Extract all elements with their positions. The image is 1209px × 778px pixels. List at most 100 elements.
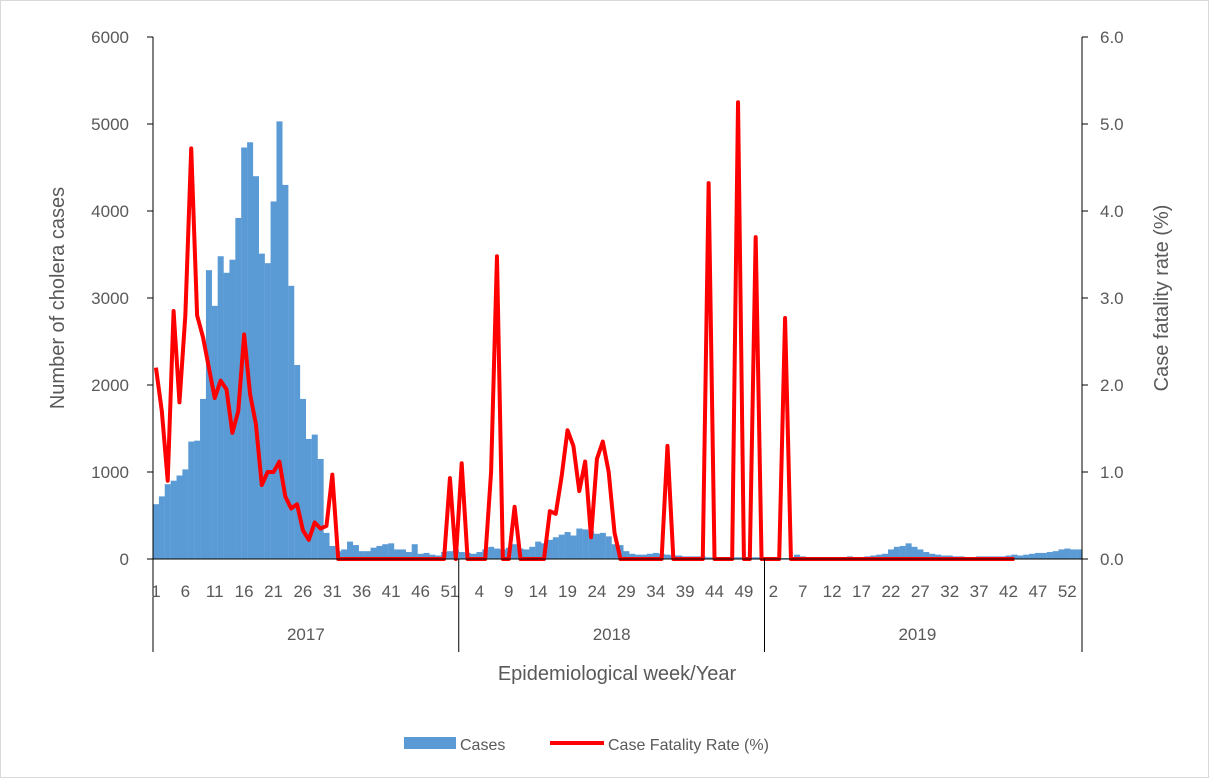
cases-bar (217, 256, 224, 559)
cases-bar (1070, 549, 1077, 559)
y-right-tick-label: 1.0 (1100, 463, 1124, 482)
x-tick-label: 1 (151, 582, 160, 601)
x-tick-label: 19 (558, 582, 577, 601)
x-tick-label: 37 (970, 582, 989, 601)
cases-bar (1017, 555, 1024, 559)
cases-bar (323, 532, 330, 559)
cases-bar (341, 549, 348, 559)
cases-bar (276, 121, 283, 559)
cases-bar (394, 549, 401, 559)
y-right-tick-label: 0.0 (1100, 550, 1124, 569)
cases-bar (876, 554, 883, 559)
cases-bar (899, 545, 906, 559)
x-tick-labels: 1 6 11 16 21 26 31 36 41 46 51 4 9 14 19 24 29 34 39 44 49 2 7… (151, 582, 1077, 601)
cases-bar (793, 554, 800, 559)
cases-bar (358, 551, 365, 559)
cases-bar (582, 529, 589, 559)
cases-bar (1011, 554, 1018, 559)
x-tick-label: 16 (235, 582, 254, 601)
cases-bar (405, 552, 412, 559)
cases-bar (247, 142, 254, 559)
cases-bar (399, 549, 406, 559)
y-left-tick-label: 0 (120, 550, 129, 569)
y-right-tick-label: 5.0 (1100, 115, 1124, 134)
cases-bar (388, 543, 395, 559)
cases-bar (158, 496, 165, 559)
x-tick-label: 42 (999, 582, 1018, 601)
cases-bar (446, 551, 454, 559)
x-tick-label: 9 (504, 582, 513, 601)
cases-bar (370, 547, 377, 559)
cases-bar (200, 398, 207, 559)
axes (152, 37, 1083, 652)
cases-bar (205, 270, 212, 559)
cases-bar (194, 440, 201, 559)
x-tick-label: 12 (823, 582, 842, 601)
cases-bar (1046, 552, 1053, 559)
cases-bar (288, 285, 295, 559)
cases-bar (282, 184, 289, 559)
cases-bar (911, 546, 918, 559)
year-label: 2017 (287, 625, 325, 644)
y-right-tick-label: 2.0 (1100, 376, 1124, 395)
y-right-ticks: 0.0 1.0 2.0 3.0 4.0 5.0 6.0 (1082, 28, 1124, 569)
y-left-tick-label: 3000 (91, 289, 129, 308)
cases-bar (1058, 549, 1065, 559)
cases-bar (558, 534, 565, 559)
cases-bar (294, 364, 301, 559)
cases-bar (652, 552, 659, 559)
y-left-tick-label: 1000 (91, 463, 129, 482)
x-tick-label: 26 (293, 582, 312, 601)
cases-bar (929, 553, 936, 559)
x-tick-label: 17 (852, 582, 871, 601)
x-axis-title: Epidemiological week/Year (498, 663, 737, 685)
cases-bar (593, 533, 601, 559)
cases-bar (211, 305, 218, 559)
cases-bars (153, 121, 1083, 560)
cases-bar (917, 549, 924, 559)
cases-bar (223, 272, 230, 559)
cases-bar (470, 553, 477, 559)
x-tick-label: 47 (1028, 582, 1047, 601)
x-tick-label: 22 (881, 582, 900, 601)
cases-bar (258, 253, 265, 559)
x-tick-label: 41 (382, 582, 401, 601)
y-left-tick-label: 5000 (91, 115, 129, 134)
cases-bar (347, 541, 354, 559)
cases-bar (546, 539, 553, 559)
x-tick-label: 31 (323, 582, 342, 601)
x-tick-label: 24 (587, 582, 606, 601)
y-right-title: Case fatality rate (%) (1151, 205, 1173, 392)
cases-bar (1034, 552, 1041, 559)
cases-bar (570, 535, 577, 559)
cases-bar (905, 543, 912, 559)
cases-bar (423, 552, 430, 559)
cases-bar (887, 549, 894, 559)
cases-bar (188, 441, 195, 559)
cases-bar (352, 545, 359, 559)
x-tick-label: 34 (646, 582, 665, 601)
cases-bar (529, 546, 536, 559)
y-left-tick-label: 4000 (91, 202, 129, 221)
cases-bar (564, 532, 571, 559)
cases-bar (735, 557, 742, 559)
cases-bar (623, 551, 630, 559)
cases-bar (635, 554, 642, 559)
cases-bar (752, 557, 759, 559)
year-labels: 2017 2018 2019 (287, 559, 936, 652)
cases-bar (1076, 549, 1083, 559)
cases-bar (488, 546, 495, 559)
x-tick-label: 32 (940, 582, 959, 601)
cases-bar (611, 544, 618, 559)
cases-bar (364, 551, 371, 559)
y-left-tick-label: 6000 (91, 28, 129, 47)
cases-bar (1023, 554, 1030, 559)
cases-bar (629, 553, 636, 559)
cases-bar (893, 546, 900, 559)
cases-bar (1052, 551, 1059, 559)
cases-bar (329, 545, 336, 559)
cases-bar (164, 484, 171, 559)
y-left-title: Number of cholera cases (47, 187, 69, 409)
cases-bar (153, 504, 160, 559)
